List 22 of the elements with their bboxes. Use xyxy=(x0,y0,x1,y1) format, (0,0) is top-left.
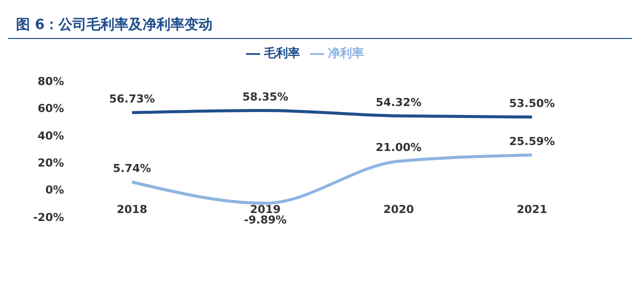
data-label: 54.32% xyxy=(376,96,422,109)
data-label: 5.74% xyxy=(112,162,152,175)
data-label: -9.89% xyxy=(244,213,287,226)
line-series xyxy=(130,108,534,119)
data-label: 53.50% xyxy=(509,97,555,110)
y-tick-label: 60% xyxy=(38,102,64,116)
y-tick-label: 80% xyxy=(38,74,64,88)
y-tick-label: 20% xyxy=(38,156,64,170)
legend-label: 毛利率 xyxy=(264,46,300,60)
y-tick-label: -20% xyxy=(33,210,64,224)
data-label: 58.35% xyxy=(242,90,288,104)
y-tick-label: 40% xyxy=(38,129,64,142)
x-tick-label: 2018 xyxy=(116,203,148,216)
x-tick-label: 2019 xyxy=(250,203,281,216)
x-tick-label: 2021 xyxy=(516,203,548,216)
legend-label: 净利率 xyxy=(328,46,364,60)
data-label: 21.00% xyxy=(376,141,422,154)
x-tick-label: 2020 xyxy=(383,203,414,216)
data-label: 56.73% xyxy=(109,92,155,106)
data-label: 25.59% xyxy=(509,135,555,148)
chart-title: 图 6：公司毛利率及净利率变动 xyxy=(8,8,632,39)
y-tick-label: 0% xyxy=(45,184,64,197)
